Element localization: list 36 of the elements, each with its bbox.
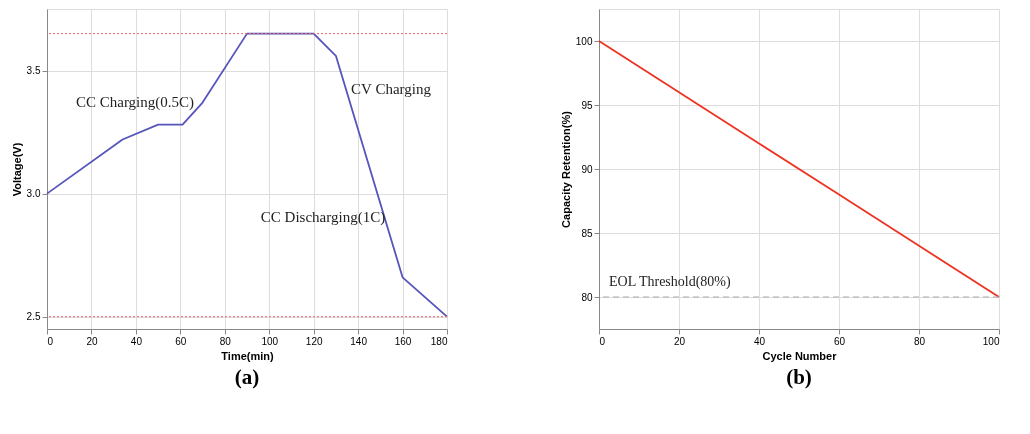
x-tick-label: 120 xyxy=(305,335,323,347)
x-tick-label: 20 xyxy=(86,335,98,347)
y-tick-label: 3.0 xyxy=(26,188,41,200)
y-tick-label: 2.5 xyxy=(26,311,41,323)
x-axis-title: Time(min) xyxy=(221,349,275,362)
y-tick-label: 3.5 xyxy=(26,65,41,77)
y-tick-label: 95 xyxy=(581,99,593,111)
x-tick-label: 40 xyxy=(753,335,766,347)
x-axis-title: Cycle Number xyxy=(762,349,838,362)
x-tick-label: 0 xyxy=(599,335,606,347)
x-tick-label: 100 xyxy=(261,335,279,347)
annotation: CC Charging(0.5C) xyxy=(75,93,195,111)
x-tick-label: 80 xyxy=(913,335,926,347)
y-tick-label: 85 xyxy=(581,227,593,239)
y-tick-label: 100 xyxy=(575,35,593,47)
x-tick-label: 160 xyxy=(394,335,412,347)
annotation: CV Charging xyxy=(351,81,432,97)
y-axis-title: Voltage(V) xyxy=(10,142,23,197)
line-series xyxy=(598,40,1000,298)
x-tick-label: 40 xyxy=(130,335,143,347)
x-tick-label: 60 xyxy=(833,335,846,347)
x-tick-label: 20 xyxy=(673,335,686,347)
y-tick-label: 90 xyxy=(581,163,593,175)
x-tick-label: 80 xyxy=(219,335,232,347)
ref-line-label: EOL Threshold(80%) xyxy=(609,274,732,290)
y-axis-title: Capacity Retention(%) xyxy=(559,110,572,228)
x-tick-label: 180 xyxy=(430,335,448,347)
annotation: CC Discharging(1C) xyxy=(260,209,386,226)
text: (a) xyxy=(234,365,260,389)
y-tick-label: 80 xyxy=(581,291,593,303)
x-tick-label: 0 xyxy=(47,335,54,347)
x-tick-label: 140 xyxy=(350,335,368,347)
x-tick-label: 100 xyxy=(982,335,1000,347)
text: (b) xyxy=(786,365,812,389)
line-series xyxy=(46,32,448,318)
x-tick-label: 60 xyxy=(175,335,187,347)
